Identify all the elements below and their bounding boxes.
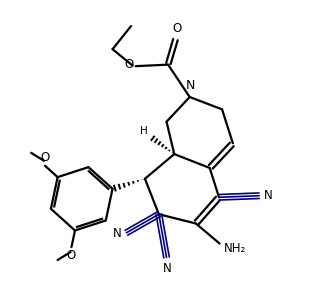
Text: N: N	[263, 189, 272, 202]
Text: N: N	[114, 227, 122, 240]
Text: H: H	[140, 126, 148, 136]
Text: N: N	[163, 262, 172, 275]
Text: O: O	[40, 151, 50, 164]
Text: O: O	[67, 249, 76, 262]
Text: N: N	[185, 79, 195, 92]
Text: NH₂: NH₂	[224, 242, 246, 255]
Text: O: O	[173, 22, 182, 35]
Text: O: O	[124, 58, 133, 71]
